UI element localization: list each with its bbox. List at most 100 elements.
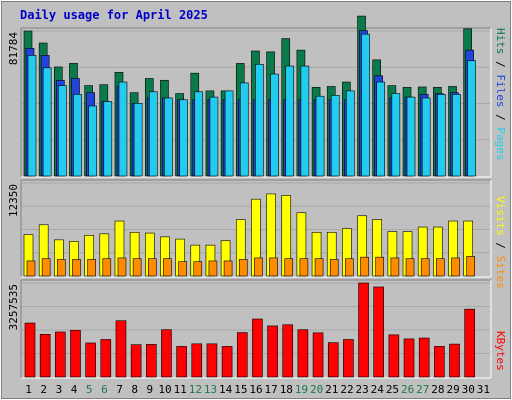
legend-hits: Hits bbox=[494, 28, 507, 55]
bar-sites-day-5 bbox=[87, 259, 96, 277]
bar-kbytes-day-14 bbox=[221, 346, 233, 378]
x-tick-label: 14 bbox=[219, 383, 233, 396]
bar-sites-day-28 bbox=[436, 258, 445, 277]
legend-visits: Visits bbox=[494, 196, 507, 236]
x-tick-label: 6 bbox=[101, 383, 108, 396]
bar-sites-day-18 bbox=[284, 258, 294, 277]
x-tick-label: 7 bbox=[116, 383, 123, 396]
bar-pages-day-21 bbox=[330, 95, 340, 177]
x-tick-label: 15 bbox=[234, 383, 247, 396]
bar-sites-day-6 bbox=[102, 258, 112, 277]
chart-title: Daily usage for April 2025 bbox=[20, 8, 208, 22]
bar-kbytes-day-23 bbox=[358, 282, 369, 378]
bar-pages-day-11 bbox=[179, 99, 188, 177]
bar-kbytes-day-4 bbox=[70, 329, 81, 378]
bar-kbytes-day-10 bbox=[161, 329, 172, 378]
bar-kbytes-day-24 bbox=[373, 286, 385, 378]
x-tick-label: 9 bbox=[147, 383, 154, 396]
bar-sites-day-3 bbox=[57, 259, 66, 277]
bar-kbytes-day-7 bbox=[115, 320, 127, 378]
legend-sep: / bbox=[494, 55, 507, 75]
bar-sites-day-26 bbox=[405, 258, 415, 277]
legend-sep: / bbox=[494, 108, 507, 128]
bar-kbytes-day-3 bbox=[55, 331, 66, 378]
x-tick-label: 16 bbox=[249, 383, 262, 396]
bar-kbytes-day-19 bbox=[297, 329, 309, 378]
bar-pages-day-25 bbox=[391, 93, 401, 177]
legend-files: Files bbox=[494, 74, 507, 107]
x-tick-label: 1 bbox=[25, 383, 32, 396]
bar-kbytes-day-28 bbox=[434, 346, 445, 378]
bar-kbytes-day-22 bbox=[343, 339, 354, 378]
bar-pages-day-28 bbox=[437, 94, 446, 177]
bar-pages-day-20 bbox=[315, 95, 325, 177]
bar-sites-day-22 bbox=[345, 258, 354, 277]
bar-sites-day-11 bbox=[178, 261, 187, 277]
bar-pages-day-3 bbox=[58, 85, 67, 177]
bar-sites-day-27 bbox=[420, 258, 430, 277]
legend-top: Hits / Files / Pages bbox=[494, 28, 507, 161]
bar-sites-day-15 bbox=[238, 259, 248, 277]
panel-bottom-max-label: 3257535 bbox=[7, 284, 20, 330]
bar-kbytes-day-8 bbox=[130, 344, 142, 378]
x-tick-label: 27 bbox=[416, 383, 429, 396]
bar-sites-day-24 bbox=[375, 256, 385, 277]
bar-pages-day-8 bbox=[133, 103, 143, 177]
bar-sites-day-8 bbox=[132, 258, 142, 277]
bar-kbytes-day-25 bbox=[388, 334, 400, 378]
bar-pages-day-15 bbox=[239, 82, 249, 177]
bar-sites-day-17 bbox=[269, 257, 278, 277]
bar-kbytes-day-5 bbox=[85, 342, 96, 378]
legend-pages: Pages bbox=[494, 127, 507, 160]
bar-pages-day-23 bbox=[361, 33, 370, 177]
bar-kbytes-day-6 bbox=[100, 339, 112, 378]
x-tick-label: 18 bbox=[280, 383, 293, 396]
bar-kbytes-day-2 bbox=[39, 333, 51, 378]
bar-pages-day-17 bbox=[270, 73, 279, 177]
bar-pages-day-22 bbox=[346, 90, 355, 177]
bar-sites-day-19 bbox=[299, 258, 309, 277]
x-tick-label: 22 bbox=[340, 383, 353, 396]
bar-kbytes-day-9 bbox=[145, 344, 157, 378]
bar-kbytes-day-15 bbox=[236, 332, 248, 378]
bar-kbytes-day-11 bbox=[176, 346, 187, 378]
bar-kbytes-day-17 bbox=[267, 325, 278, 378]
x-tick-label: 28 bbox=[431, 383, 444, 396]
panel-top: 81784 bbox=[7, 15, 492, 178]
bar-sites-day-30 bbox=[466, 256, 475, 277]
bar-pages-day-6 bbox=[103, 101, 113, 177]
bar-pages-day-29 bbox=[452, 94, 461, 177]
legend-sep: / bbox=[494, 236, 507, 256]
legend-sites: Sites bbox=[494, 256, 507, 289]
bar-kbytes-day-21 bbox=[327, 342, 339, 378]
x-tick-label: 31 bbox=[477, 383, 490, 396]
bar-pages-day-5 bbox=[88, 105, 97, 177]
bar-pages-day-13 bbox=[209, 96, 219, 177]
bar-pages-day-27 bbox=[421, 97, 431, 177]
x-tick-label: 12 bbox=[189, 383, 202, 396]
x-tick-label: 3 bbox=[56, 383, 63, 396]
x-tick-label: 17 bbox=[265, 383, 278, 396]
bar-sites-day-2 bbox=[41, 258, 51, 277]
legend-bottom: KBytes bbox=[494, 331, 507, 371]
bar-kbytes-day-12 bbox=[191, 343, 203, 378]
bar-kbytes-day-13 bbox=[206, 343, 218, 378]
bar-sites-day-4 bbox=[72, 259, 81, 277]
bar-pages-day-10 bbox=[164, 97, 173, 177]
bar-kbytes-day-16 bbox=[252, 318, 263, 378]
x-tick-label: 4 bbox=[71, 383, 78, 396]
x-tick-label: 20 bbox=[310, 383, 323, 396]
bar-sites-day-16 bbox=[254, 257, 263, 277]
bar-pages-day-2 bbox=[42, 67, 52, 177]
bar-kbytes-day-1 bbox=[24, 322, 36, 378]
x-tick-label: 11 bbox=[174, 383, 187, 396]
bar-pages-day-7 bbox=[118, 81, 128, 177]
bar-kbytes-day-27 bbox=[418, 337, 430, 378]
bar-pages-day-30 bbox=[467, 60, 476, 177]
bar-pages-day-1 bbox=[27, 55, 37, 177]
x-tick-label: 24 bbox=[371, 383, 385, 396]
bar-pages-day-19 bbox=[300, 65, 310, 177]
bar-pages-day-12 bbox=[194, 91, 204, 177]
